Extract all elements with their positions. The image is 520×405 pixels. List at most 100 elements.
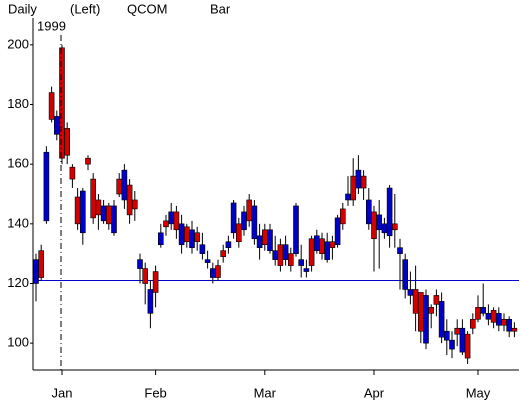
candle-body xyxy=(272,250,279,260)
candle-body xyxy=(386,187,393,237)
candle-body xyxy=(69,166,76,180)
candle-body xyxy=(345,193,351,201)
candle-body xyxy=(137,259,143,269)
x-tick-label: Mar xyxy=(254,385,277,400)
candle-body xyxy=(350,175,357,201)
candle-body xyxy=(319,238,325,254)
candle-body xyxy=(111,205,117,234)
candle-body xyxy=(469,318,476,329)
candle-body xyxy=(204,259,211,263)
candle-body xyxy=(241,211,247,231)
header-axis: (Left) xyxy=(70,1,100,16)
candle-body xyxy=(506,318,513,332)
candle-body xyxy=(329,241,336,248)
candle-body xyxy=(402,259,409,290)
candle-body xyxy=(142,268,148,284)
candle-body xyxy=(267,229,273,251)
candle-body xyxy=(215,265,221,278)
candle-body xyxy=(298,259,305,266)
x-tick-label: May xyxy=(466,385,491,400)
candle-body xyxy=(495,313,502,326)
candle-body xyxy=(303,268,310,272)
candle-body xyxy=(163,220,169,228)
candle-body xyxy=(152,271,159,293)
candle-body xyxy=(116,178,122,195)
candle-body xyxy=(371,211,377,240)
x-tick-label: Feb xyxy=(144,385,166,400)
candle-body xyxy=(313,235,320,251)
candle-body xyxy=(433,295,440,305)
candle-body xyxy=(324,241,331,260)
candle-body xyxy=(428,307,435,314)
candle-body xyxy=(501,318,507,326)
candle-body xyxy=(308,238,315,266)
candle-body xyxy=(293,205,299,254)
candle-body xyxy=(100,205,107,222)
candle-body xyxy=(147,289,154,314)
candle-body xyxy=(90,178,96,219)
y-tick-label: 200 xyxy=(7,36,29,51)
candle-body xyxy=(376,214,383,231)
candle-body xyxy=(121,169,128,201)
candle-body xyxy=(251,205,258,240)
candle-body xyxy=(74,196,81,225)
candle-body xyxy=(381,223,388,234)
candle-body xyxy=(438,301,445,338)
candle-body xyxy=(339,208,346,225)
candle-body xyxy=(126,184,133,216)
candle-body xyxy=(246,199,252,222)
candle-body xyxy=(511,327,518,332)
candle-body xyxy=(43,151,50,222)
y-tick-label: 180 xyxy=(7,96,29,111)
candle-body xyxy=(443,330,450,341)
candle-body xyxy=(53,116,60,135)
candle-body xyxy=(230,202,237,234)
candle-body xyxy=(48,92,55,120)
y-tick-label: 140 xyxy=(7,215,29,230)
candle-body xyxy=(360,175,367,189)
candle-body xyxy=(64,128,70,156)
candle-body xyxy=(158,232,164,246)
candle-body xyxy=(189,229,195,248)
candle-body xyxy=(194,232,200,243)
candle-body xyxy=(459,327,466,353)
y-tick-label: 100 xyxy=(7,335,29,350)
candle-body xyxy=(490,310,497,323)
x-tick-label: Apr xyxy=(364,385,385,400)
candle-body xyxy=(277,244,284,266)
candle-body xyxy=(38,250,45,278)
y-tick-label: 120 xyxy=(7,275,29,290)
candle-body xyxy=(59,47,65,159)
candle-body xyxy=(33,259,39,284)
candle-body xyxy=(85,157,91,165)
candle-body xyxy=(199,244,206,254)
candle-body xyxy=(184,226,190,243)
candle-body xyxy=(412,289,419,314)
candle-body xyxy=(423,295,429,344)
candle-body xyxy=(407,289,414,296)
candle-body xyxy=(480,307,487,314)
candle-body xyxy=(220,250,226,257)
candle-body xyxy=(95,199,102,216)
candle-body xyxy=(397,247,403,254)
candle-body xyxy=(282,244,289,260)
header-symbol: QCOM xyxy=(127,1,167,16)
y-tick-label: 160 xyxy=(7,156,29,171)
candle-body xyxy=(391,223,398,231)
candle-body xyxy=(80,190,86,234)
candle-body xyxy=(210,268,216,278)
candle-body xyxy=(287,253,294,266)
candle-body xyxy=(475,307,481,320)
candle-body xyxy=(236,223,242,243)
header-style: Bar xyxy=(210,1,231,16)
candle-body xyxy=(334,217,341,246)
year-label: 1999 xyxy=(37,18,66,33)
header-interval: Daily xyxy=(8,1,37,16)
candle-body xyxy=(449,339,455,350)
candle-body xyxy=(417,292,424,332)
candle-body xyxy=(132,199,138,210)
candle-body xyxy=(168,211,174,225)
candle-body xyxy=(464,333,471,359)
candle-body xyxy=(485,313,492,320)
